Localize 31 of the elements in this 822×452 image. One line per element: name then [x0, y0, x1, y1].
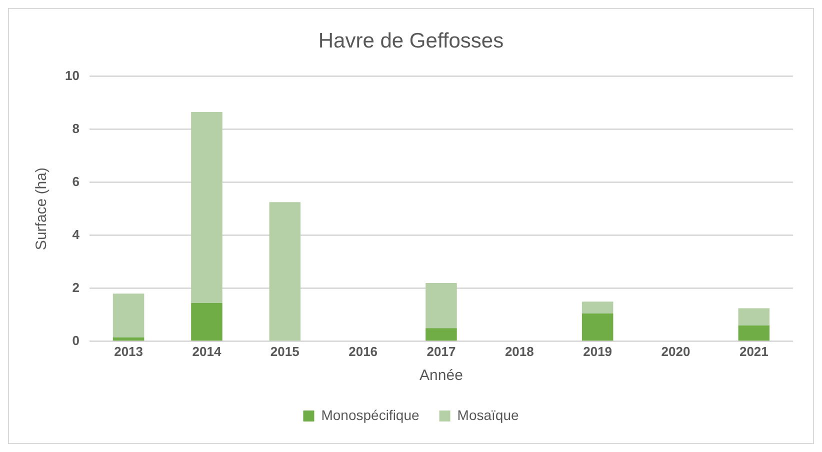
bar: [738, 325, 770, 341]
y-tick-label: 10: [64, 68, 80, 83]
bar: [582, 314, 614, 341]
y-tick-label: 4: [72, 226, 80, 242]
x-tick-label: 2017: [426, 344, 456, 359]
x-axis-title: Année: [420, 367, 463, 384]
y-axis-title: Surface (ha): [33, 168, 50, 250]
bar: [582, 302, 614, 314]
x-tick-label: 2015: [270, 344, 300, 359]
legend-label: Monospécifique: [321, 406, 420, 423]
y-tick-label: 2: [72, 280, 80, 295]
bar: [112, 337, 144, 341]
bar: [191, 302, 222, 341]
y-tick-label: 0: [72, 332, 80, 348]
bar: [426, 283, 457, 328]
bar: [426, 328, 457, 341]
y-tick-label: 8: [72, 120, 80, 136]
chart-title: Havre de Geffosses: [318, 29, 504, 52]
x-tick-label: 2013: [114, 344, 144, 359]
x-tick-label: 2018: [504, 344, 534, 359]
x-tick-label: 2021: [739, 344, 768, 359]
x-tick-label: 2020: [661, 344, 690, 359]
x-tick-label: 2019: [583, 344, 612, 359]
y-tick-label: 6: [72, 174, 80, 189]
bar: [112, 294, 144, 338]
bar: [269, 202, 301, 341]
x-tick-label: 2014: [192, 344, 222, 359]
x-tick-label: 2016: [348, 344, 378, 359]
bar: [191, 112, 222, 303]
legend-label: Mosaïque: [457, 406, 519, 423]
bar: [738, 308, 770, 326]
